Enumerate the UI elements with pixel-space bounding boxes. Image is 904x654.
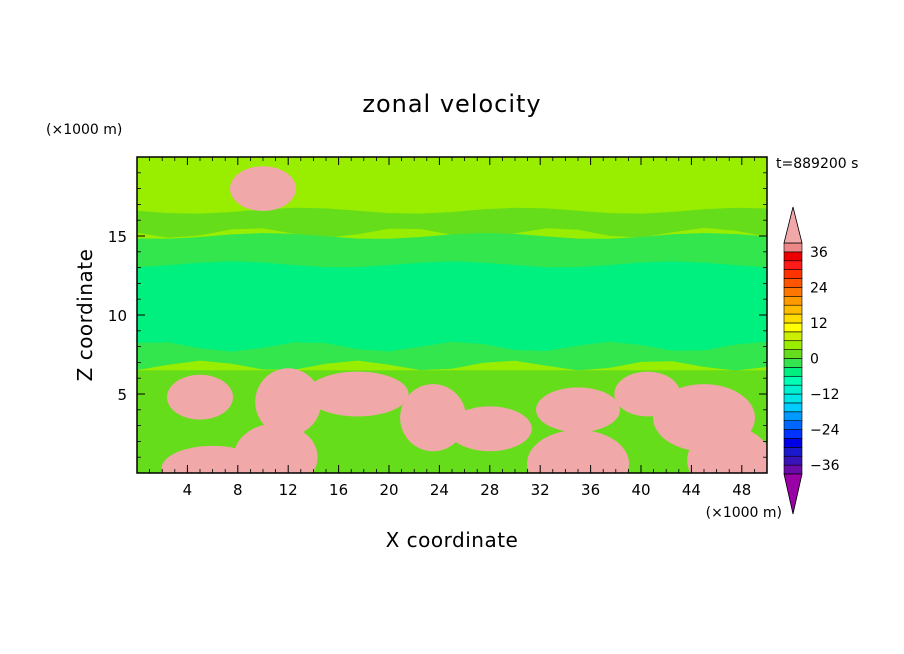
field-feature [625,378,670,410]
colorbar-box [783,331,803,342]
colorbar-tick-label: −12 [810,387,840,403]
y-tick-label: 10 [108,307,127,325]
colorbar-box [783,455,803,466]
chart-title: zonal velocity [362,90,541,118]
colorbar-tick-label: 12 [810,316,828,332]
colorbar-tick-label: 0 [810,352,819,368]
x-tick-label: 28 [480,481,499,499]
field-feature [461,412,518,445]
x-tick-label: 44 [682,481,701,499]
field-feature [411,393,456,442]
field-feature [266,377,311,426]
colorbar-box [783,438,803,448]
x-tick-label: 40 [631,481,650,499]
colorbar-tick-label: −24 [810,423,840,439]
y-axis-label: Z coordinate [73,249,97,382]
colorbar-box [783,242,803,253]
field-feature [178,381,222,414]
colorbar-tick-label: −36 [810,458,840,474]
x-tick-label: 4 [183,481,193,499]
time-label: t=889200 s [776,156,858,172]
colorbar-box [783,260,803,270]
x-tick-label: 12 [279,481,298,499]
x-tick-label: 8 [233,481,243,499]
colorbar-box [783,278,803,288]
colorbar-box [783,322,803,333]
colorbar-box [783,393,803,404]
colorbar-box [783,464,803,475]
x-tick-label: 48 [732,481,751,499]
colorbar-over-arrow [783,206,803,244]
field-band [137,207,767,238]
field-bands [137,207,767,371]
colorbar-box [783,313,803,324]
colorbar-box [783,429,803,439]
colorbar-box [783,447,803,457]
colorbar-box [783,402,803,413]
y-tick-label: 15 [108,228,127,246]
colorbar-box [783,251,803,262]
colorbar-box [783,384,803,395]
colorbar-box [783,349,803,359]
colorbar-box [783,304,803,315]
x-tick-label: 24 [430,481,449,499]
colorbar-box [783,367,803,377]
x-tick-label: 36 [581,481,600,499]
field-feature [550,393,606,426]
x-tick-label: 32 [531,481,550,499]
x-unit-label: (×1000 m) [706,505,782,521]
colorbar-tick-label: 36 [810,245,828,261]
x-axis-label: X coordinate [386,528,519,552]
colorbar-box [783,375,803,386]
field-band [137,261,767,352]
colorbar-tick-label: 24 [810,280,828,296]
colorbar-box [783,358,803,368]
field-feature [544,439,612,473]
colorbar: 36 24 12 0 −12 −24 −36 [783,206,840,515]
colorbar-box [783,340,803,350]
colorbar-under-arrow [783,473,803,515]
colorbar-box [783,287,803,297]
colorbar-box [783,296,803,306]
y-tick-label: 5 [117,386,127,404]
y-unit-label: (×1000 m) [46,122,122,138]
x-tick-label: 16 [329,481,348,499]
field-feature [670,393,738,442]
x-tick-label: 20 [379,481,398,499]
x-axis-ticks: 4 8 12 16 20 24 28 32 36 40 44 48 [149,157,755,499]
field-feature [323,378,392,410]
field-feature [241,172,285,205]
colorbar-box [783,420,803,430]
field-feature [178,452,247,473]
colorbar-box [783,269,803,279]
colorbar-box [783,411,803,421]
y-axis-ticks: 5 10 15 [108,172,767,458]
